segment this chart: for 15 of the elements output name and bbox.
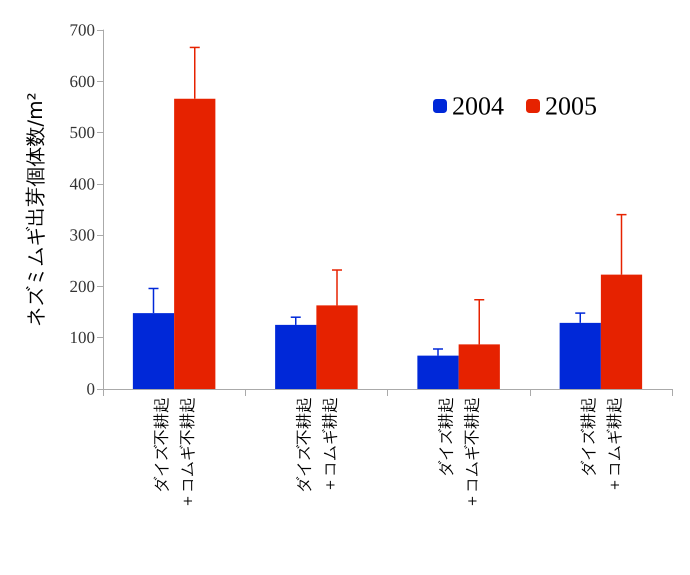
- x-tick-label: ダイズ不耕起＋コムギ不耕起: [152, 397, 197, 509]
- y-tick-label: 400: [70, 174, 95, 194]
- y-tick-label: 700: [70, 20, 95, 40]
- legend-label: 2005: [545, 92, 597, 120]
- y-tick-label: 300: [70, 226, 95, 245]
- y-tick-label: 100: [70, 328, 95, 348]
- y-tick-label: 500: [70, 123, 95, 142]
- y-tick-label: 200: [70, 276, 95, 296]
- y-tick-label: 600: [70, 72, 95, 91]
- y-axis-title: ネズミムギ出芽個体数/m²: [23, 92, 47, 327]
- x-tick-label: ダイズ不耕起＋コムギ耕起: [294, 397, 339, 493]
- legend-label: 2004: [452, 92, 504, 120]
- y-tick-label: 0: [86, 380, 95, 398]
- x-tick-label: ダイズ耕起＋コムギ不耕起: [436, 397, 482, 509]
- x-tick-label: ダイズ耕起＋コムギ耕起: [578, 397, 624, 493]
